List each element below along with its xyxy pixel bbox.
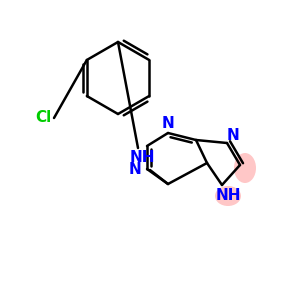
Text: NH: NH xyxy=(215,188,241,203)
Text: NH: NH xyxy=(129,149,155,164)
Ellipse shape xyxy=(215,186,241,206)
Text: N: N xyxy=(129,161,141,176)
Text: N: N xyxy=(162,116,174,131)
Ellipse shape xyxy=(234,153,256,183)
Text: N: N xyxy=(226,128,239,143)
Text: Cl: Cl xyxy=(36,110,52,125)
